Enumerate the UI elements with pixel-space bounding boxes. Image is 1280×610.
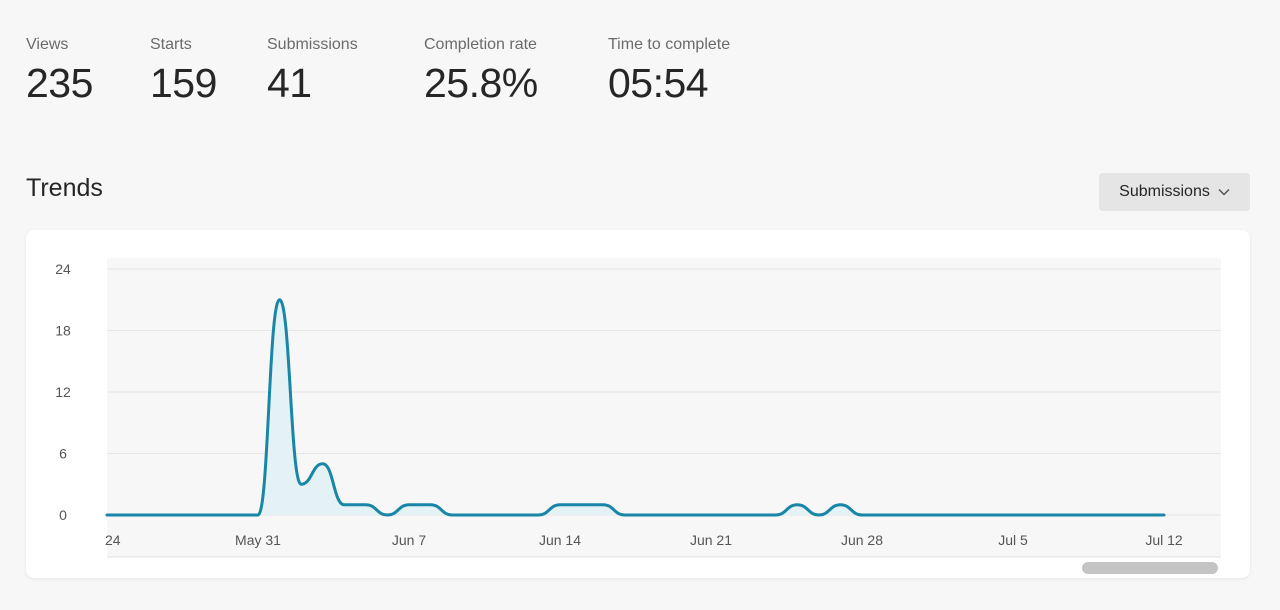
metric-label: Time to complete (608, 36, 731, 53)
metric-value: 159 (150, 60, 217, 106)
metric-time-to-complete: Time to complete 05:54 (608, 36, 730, 107)
x-tick-label: Jun 14 (539, 532, 581, 548)
metric-value: 41 (267, 60, 312, 106)
metric-submissions: Submissions 41 (267, 36, 358, 107)
x-tick-label: May 31 (235, 532, 281, 548)
metric-label: Starts (150, 36, 192, 53)
y-tick-label: 18 (55, 323, 71, 339)
metric-label: Submissions (267, 36, 358, 53)
metric-views: Views 235 (26, 36, 93, 107)
x-tick-label: Jun 7 (392, 532, 426, 548)
metric-dropdown[interactable]: Submissions (1099, 173, 1250, 211)
dropdown-label: Submissions (1119, 183, 1210, 200)
y-tick-label: 0 (59, 507, 67, 523)
y-tick-label: 12 (55, 384, 71, 400)
metric-value: 05:54 (608, 60, 709, 106)
x-tick-label: Jul 5 (998, 532, 1028, 548)
trends-chart: 0 6 12 18 24 24 May 31 Jun 7 Jun 14 Jun 21 Jun 28 J… (55, 258, 1221, 558)
x-tick-label: Jun 28 (841, 532, 883, 548)
metric-completion-rate: Completion rate 25.8% (424, 36, 538, 107)
metric-label: Views (26, 36, 69, 53)
x-tick-label: Jun 21 (690, 532, 732, 548)
trends-title: Trends (26, 174, 103, 202)
series-line (105, 298, 1166, 517)
y-tick-label: 24 (55, 261, 71, 277)
trends-chart-card: 0 6 12 18 24 24 May 31 Jun 7 Jun 14 Jun 21 Jun 28 J… (26, 230, 1250, 578)
chevron-down-icon (1218, 188, 1230, 196)
chart-scrollbar-thumb[interactable] (1082, 562, 1218, 574)
metric-label: Completion rate (424, 36, 537, 53)
x-tick-label: 24 (105, 532, 121, 548)
metric-starts: Starts 159 (150, 36, 217, 107)
x-tick-label: Jul 12 (1145, 532, 1183, 548)
metric-value: 235 (26, 60, 93, 106)
metric-value: 25.8% (424, 60, 538, 106)
y-tick-label: 6 (59, 446, 67, 462)
